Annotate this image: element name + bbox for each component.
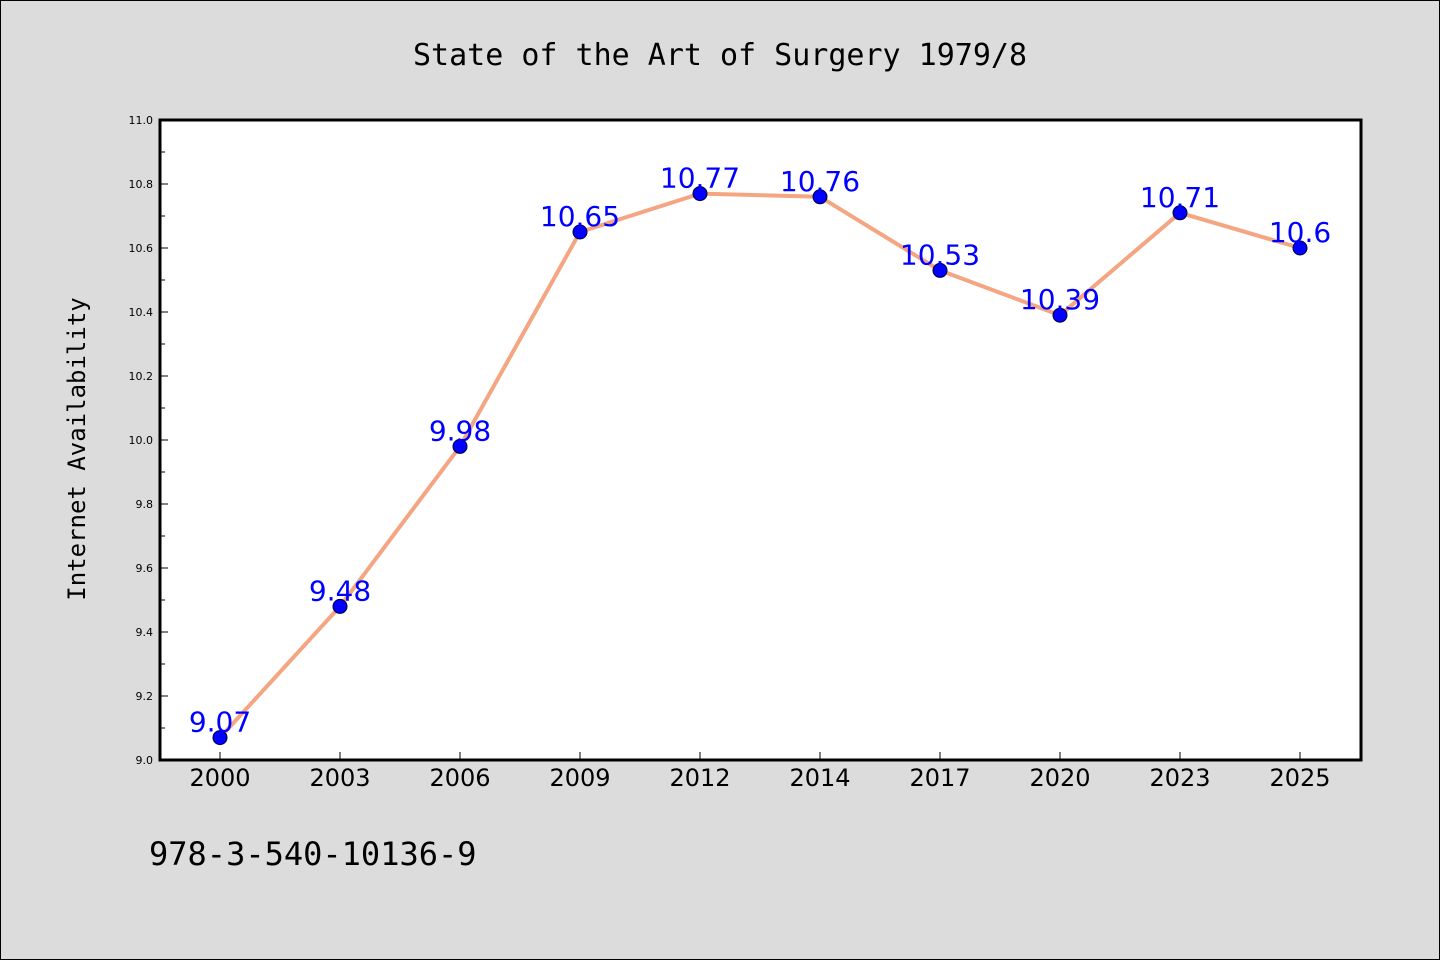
y-tick-label: 9.6 — [136, 562, 154, 575]
data-point — [812, 189, 828, 205]
data-point — [932, 262, 948, 278]
data-point — [452, 438, 468, 454]
x-tick-label: 2006 — [429, 764, 490, 792]
x-axis: 2000 2003 2006 2009 2012 2014 2017 2020 2023 2025 — [189, 752, 1331, 792]
x-tick-label: 2014 — [789, 764, 850, 792]
data-label: 9.48 — [309, 574, 371, 607]
data-label: 10.53 — [900, 238, 980, 271]
series-layer: 9.07 9.48 9.98 10.65 10.77 10.76 10.53 10.39 10.… — [189, 162, 1331, 746]
chart-title: State of the Art of Surgery 1979/8 — [413, 38, 1027, 73]
data-point — [1172, 205, 1188, 221]
x-tick-label: 2000 — [189, 764, 250, 792]
y-tick-label: 11.0 — [129, 114, 154, 127]
data-label: 10.71 — [1140, 181, 1220, 214]
y-tick-label: 9.0 — [136, 754, 154, 767]
data-label: 10.65 — [540, 200, 620, 233]
data-point — [212, 730, 228, 746]
y-axis-label: Internet Availability — [63, 297, 91, 600]
data-label: 10.6 — [1269, 216, 1331, 249]
data-point — [1292, 240, 1308, 256]
y-axis: 9.0 9.2 9.4 9.6 9.8 10.0 10.2 10.4 10.6 10.8 11.0 — [129, 114, 168, 767]
data-point — [1052, 307, 1068, 323]
x-tick-label: 2012 — [669, 764, 730, 792]
x-tick-label: 2003 — [309, 764, 370, 792]
x-tick-label: 2023 — [1149, 764, 1210, 792]
y-tick-label: 9.4 — [136, 626, 154, 639]
y-tick-label: 10.6 — [129, 242, 154, 255]
y-tick-label: 9.8 — [136, 498, 154, 511]
footer-code: 978-3-540-10136-9 — [149, 835, 477, 873]
data-point — [332, 598, 348, 614]
series-line — [218, 191, 1301, 739]
data-label: 9.07 — [189, 706, 251, 739]
x-tick-label: 2009 — [549, 764, 610, 792]
y-tick-label: 9.2 — [136, 690, 154, 703]
y-tick-label: 10.8 — [129, 178, 154, 191]
y-tick-label: 10.2 — [129, 370, 154, 383]
x-tick-label: 2017 — [909, 764, 970, 792]
data-label: 9.98 — [429, 414, 491, 447]
data-label: 10.76 — [780, 165, 860, 198]
y-tick-label: 10.0 — [129, 434, 154, 447]
data-point — [692, 186, 708, 202]
data-label: 10.39 — [1020, 283, 1100, 316]
y-tick-label: 10.4 — [129, 306, 154, 319]
data-label: 10.77 — [660, 162, 740, 195]
x-tick-label: 2025 — [1269, 764, 1330, 792]
data-point — [572, 224, 588, 240]
x-tick-label: 2020 — [1029, 764, 1090, 792]
